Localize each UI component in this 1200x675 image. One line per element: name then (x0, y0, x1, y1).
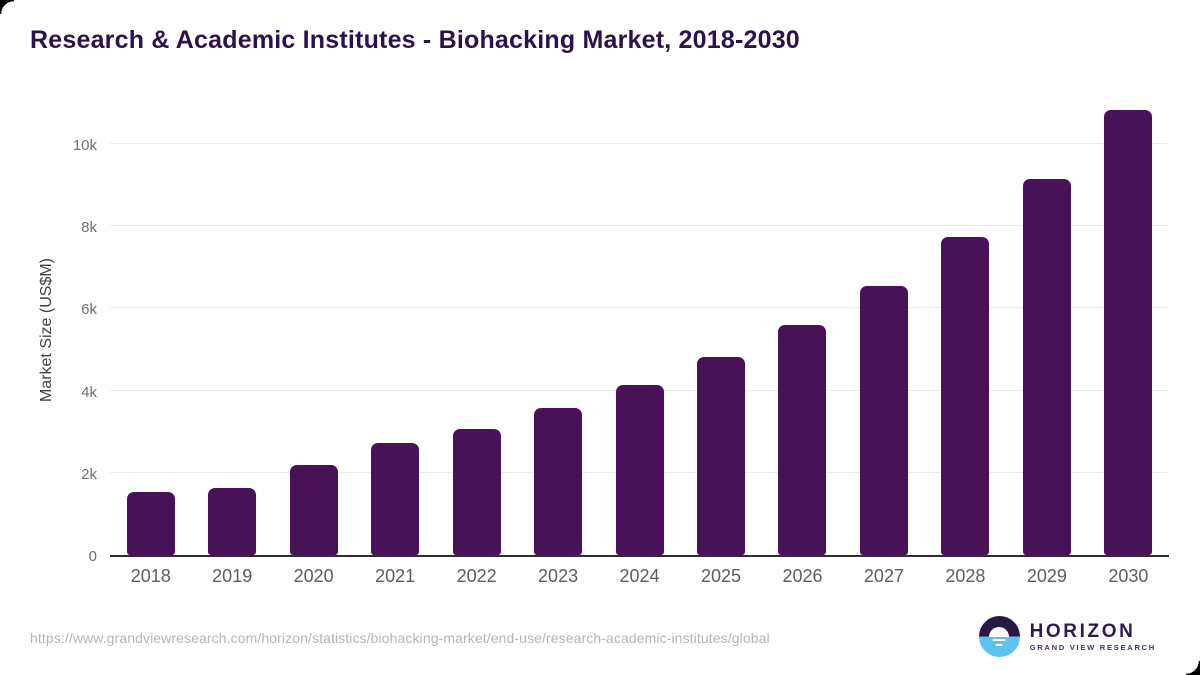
horizon-logo: HORIZON GRAND VIEW RESEARCH (978, 616, 1156, 657)
bar-2027 (859, 286, 908, 555)
bar-slot-2021 (354, 100, 435, 555)
sun-reflection-line (992, 638, 1006, 642)
source-url: https://www.grandviewresearch.com/horizo… (30, 630, 770, 646)
bar-slot-2020 (273, 100, 354, 555)
bar-slot-2019 (191, 100, 272, 555)
y-axis-tick-labels: 0 2k 4k 6k 8k 10k (0, 100, 97, 565)
x-tick-label-2019: 2019 (212, 566, 253, 586)
bar-2025 (697, 357, 746, 555)
y-tick-label-4k: 4k (81, 383, 97, 401)
x-tick-label-2027: 2027 (863, 566, 904, 586)
bar-2021 (371, 443, 420, 555)
bar-slot-2024 (599, 100, 680, 555)
gridline-10k (110, 143, 1169, 145)
bar-2026 (778, 325, 827, 555)
screen-corner-top-left (0, 0, 14, 14)
x-tick-label-2028: 2028 (945, 566, 986, 586)
bar-2028 (941, 237, 990, 555)
bar-2019 (208, 488, 257, 555)
x-tick-label-2030: 2030 (1108, 566, 1149, 586)
x-tick-label-2023: 2023 (538, 566, 579, 586)
bar-series (110, 100, 1169, 555)
bar-2020 (289, 465, 338, 555)
x-tick-label-2021: 2021 (375, 566, 416, 586)
x-axis-labels: 2018 2019 2020 2021 2022 2023 2024 2025 2026 2027… (110, 566, 1169, 587)
plot-area (110, 100, 1169, 557)
bar-2022 (452, 429, 501, 555)
y-tick-label-10k: 10k (72, 137, 97, 155)
bar-slot-2027 (843, 100, 924, 555)
logo-name: HORIZON (1029, 621, 1136, 642)
horizon-sun-icon (978, 616, 1020, 657)
chart-title: Research & Academic Institutes - Biohack… (30, 26, 800, 54)
bar-slot-2029 (1006, 100, 1087, 555)
sun-shape (989, 626, 1010, 637)
x-tick-label-2022: 2022 (456, 566, 497, 586)
bar-slot-2028 (925, 100, 1006, 555)
screen-corner-bottom-right (1186, 661, 1200, 675)
x-tick-label-2026: 2026 (782, 566, 823, 586)
bar-slot-2023 (517, 100, 598, 555)
bar-2029 (1022, 179, 1071, 555)
y-tick-label-6k: 6k (81, 301, 97, 319)
gridline-6k (110, 307, 1169, 309)
y-tick-label-8k: 8k (81, 219, 97, 237)
bar-2018 (126, 492, 175, 555)
bar-2024 (615, 385, 664, 555)
x-tick-label-2020: 2020 (293, 566, 334, 586)
bar-slot-2025 (680, 100, 761, 555)
x-tick-label-2029: 2029 (1026, 566, 1067, 586)
bar-slot-2030 (1088, 100, 1169, 555)
bar-slot-2026 (762, 100, 843, 555)
bar-slot-2022 (436, 100, 517, 555)
x-tick-label-2025: 2025 (700, 566, 742, 586)
bar-2030 (1104, 110, 1153, 555)
bar-2023 (534, 408, 583, 555)
y-tick-label-2k: 2k (81, 465, 97, 483)
bar-slot-2018 (110, 100, 191, 555)
gridline-8k (110, 225, 1169, 227)
logo-text: HORIZON GRAND VIEW RESEARCH (1030, 621, 1156, 652)
y-tick-label-0: 0 (88, 548, 97, 565)
x-tick-label-2018: 2018 (130, 566, 171, 586)
sun-reflection-line (995, 643, 1003, 646)
logo-subtitle: GRAND VIEW RESEARCH (1029, 643, 1156, 652)
x-tick-label-2024: 2024 (619, 566, 660, 586)
